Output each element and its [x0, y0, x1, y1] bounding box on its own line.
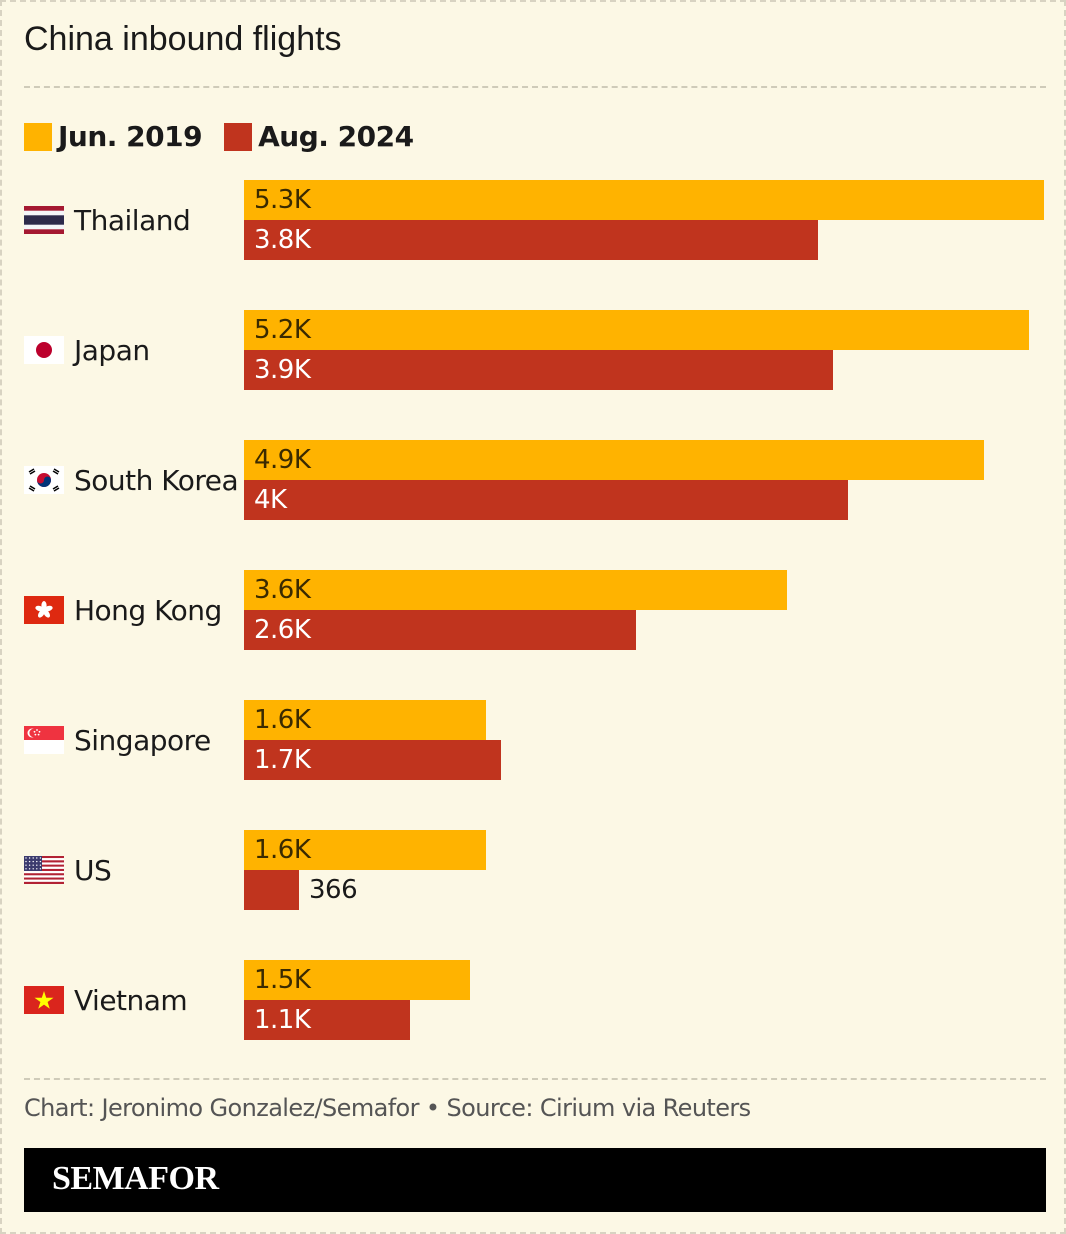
- country-label-row: Thailand: [24, 180, 191, 260]
- data-label: 4.9K: [254, 445, 311, 475]
- bar-2024: [244, 870, 299, 910]
- category-label: Thailand: [74, 203, 191, 237]
- bar-2019: [244, 830, 486, 870]
- data-label: 3.8K: [254, 225, 311, 255]
- bar-2019: [244, 180, 1044, 220]
- country-label-row: Singapore: [24, 700, 211, 780]
- bar-2024: [244, 740, 501, 780]
- data-label: 5.2K: [254, 315, 311, 345]
- country-label-row: South Korea: [24, 440, 239, 520]
- category-label: US: [74, 853, 112, 887]
- legend-label-2024: Aug. 2024: [258, 120, 414, 153]
- data-label: 1.7K: [254, 745, 311, 775]
- data-label: 1.1K: [254, 1005, 311, 1035]
- bar-2019: [244, 960, 470, 1000]
- semafor-logo: SEMAFOR: [52, 1160, 219, 1197]
- japan-flag-icon: [24, 336, 64, 364]
- category-label: South Korea: [74, 463, 239, 497]
- data-label: 366: [309, 875, 358, 905]
- category-label: Hong Kong: [74, 593, 222, 627]
- chart-credit: Chart: Jeronimo Gonzalez/Semafor • Sourc…: [24, 1094, 751, 1122]
- bar-2024: [244, 610, 636, 650]
- category-label: Vietnam: [74, 983, 188, 1017]
- bar-2019: [244, 570, 787, 610]
- data-label: 4K: [254, 485, 287, 515]
- country-label-row: US: [24, 830, 112, 910]
- legend: Jun. 2019 Aug. 2024: [24, 120, 436, 153]
- bar-2024: [244, 480, 848, 520]
- legend-swatch-2019: [24, 122, 52, 151]
- data-label: 3.6K: [254, 575, 311, 605]
- data-label: 5.3K: [254, 185, 311, 215]
- thailand-flag-icon: [24, 206, 64, 234]
- data-label: 1.6K: [254, 705, 311, 735]
- bar-2024: [244, 1000, 410, 1040]
- bar-2024: [244, 220, 818, 260]
- bar-2019: [244, 310, 1029, 350]
- singapore-flag-icon: [24, 726, 64, 754]
- legend-swatch-2024: [224, 122, 253, 151]
- footer-bar: SEMAFOR: [24, 1148, 1046, 1212]
- chart-title: China inbound flights: [24, 20, 342, 58]
- country-label-row: Japan: [24, 310, 150, 390]
- hong-kong-flag-icon: [24, 596, 64, 624]
- footer-divider: [24, 1078, 1046, 1080]
- bar-2019: [244, 700, 486, 740]
- legend-label-2019: Jun. 2019: [58, 120, 203, 153]
- category-label: Singapore: [74, 723, 211, 757]
- title-divider: [24, 86, 1046, 88]
- legend-item-2019: Jun. 2019: [24, 120, 203, 153]
- country-label-row: Hong Kong: [24, 570, 222, 650]
- us-flag-icon: [24, 856, 64, 884]
- bar-2019: [244, 440, 984, 480]
- data-label: 1.6K: [254, 835, 311, 865]
- data-label: 2.6K: [254, 615, 311, 645]
- category-label: Japan: [74, 333, 150, 367]
- country-label-row: Vietnam: [24, 960, 188, 1040]
- south-korea-flag-icon: [24, 466, 64, 494]
- data-label: 3.9K: [254, 355, 311, 385]
- legend-item-2024: Aug. 2024: [224, 120, 414, 153]
- bar-2024: [244, 350, 833, 390]
- data-label: 1.5K: [254, 965, 311, 995]
- vietnam-flag-icon: [24, 986, 64, 1014]
